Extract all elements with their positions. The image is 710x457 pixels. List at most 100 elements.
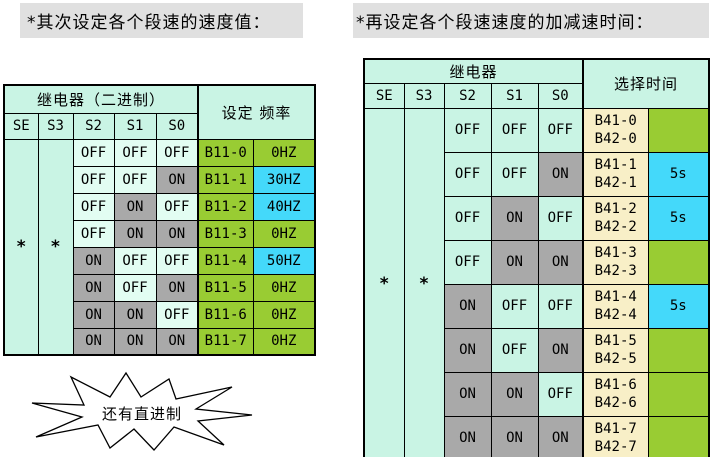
s0-state-cell: OFF <box>155 192 199 221</box>
s0-state-cell: ON <box>537 239 584 285</box>
s1-state-cell: ON <box>113 300 157 329</box>
s1-state-cell: OFF <box>113 165 157 194</box>
set-frequency-header: 设定 频率 <box>197 84 316 140</box>
time-cell <box>647 371 710 417</box>
time-cell <box>647 327 710 373</box>
s2-state-cell: OFF <box>443 107 492 153</box>
param-code-line2: B42-4 <box>594 307 637 323</box>
s0-state-cell: OFF <box>155 246 199 275</box>
time-cell <box>647 239 710 285</box>
frequency-cell: 0HZ <box>252 300 316 329</box>
table-row: ON ON OFF B41-6 B42-6 <box>364 371 710 417</box>
frequency-cell: 0HZ <box>252 138 316 167</box>
frequency-cell: 30HZ <box>252 165 316 194</box>
col-header-s1: S1 <box>490 82 539 109</box>
param-code-cell: B11-7 <box>197 327 254 356</box>
s0-state-cell: ON <box>155 273 199 302</box>
param-codes-cell: B41-0 B42-0 <box>582 107 649 153</box>
left-section-title: *其次设定各个段速的速度值： <box>20 3 303 38</box>
param-code-line1: B41-0 <box>594 112 637 129</box>
table-row: OFF ON OFF B41-2 B42-2 5s <box>364 195 710 241</box>
table-row: OFF ON ON B11-3 0HZ <box>4 219 316 248</box>
param-code-line1: B41-1 <box>594 156 637 173</box>
frequency-cell: 0HZ <box>252 273 316 302</box>
s1-state-cell: OFF <box>490 107 539 153</box>
param-code-cell: B11-5 <box>197 273 254 302</box>
param-codes-cell: B41-6 B42-6 <box>582 371 649 417</box>
table-row: OFF ON ON B41-3 B42-3 <box>364 239 710 285</box>
s2-state-cell: OFF <box>443 239 492 285</box>
s1-state-cell: OFF <box>113 246 157 275</box>
param-code-line1: B41-2 <box>594 200 637 217</box>
speed-value-table: 继电器（二进制） 设定 频率 SE S3 S2 S1 S0 * * OFF OF… <box>3 84 316 356</box>
table-row: * * OFF OFF OFF B41-0 B42-0 <box>363 107 710 457</box>
param-code-line2: B42-3 <box>594 263 637 279</box>
param-code-cell: B11-0 <box>197 138 254 167</box>
param-code-line2: B42-6 <box>594 395 637 411</box>
time-cell: 5s <box>647 283 710 329</box>
param-codes-cell: B41-2 B42-2 <box>582 195 649 241</box>
table-row: ON ON ON B41-7 B42-7 <box>364 415 710 457</box>
s1-state-cell: ON <box>490 239 539 285</box>
s1-state-cell: OFF <box>113 138 157 167</box>
time-cell <box>647 107 710 153</box>
table-row: OFF OFF ON B11-1 30HZ <box>4 165 316 194</box>
s0-state-cell: ON <box>155 327 199 356</box>
s2-state-cell: ON <box>443 415 492 457</box>
param-code-line1: B41-4 <box>594 288 637 305</box>
se-star-cell: * <box>363 107 405 457</box>
s1-state-cell: OFF <box>490 327 539 373</box>
s2-state-cell: ON <box>443 327 492 373</box>
relay-header: 继电器 <box>363 58 584 84</box>
s1-state-cell: ON <box>490 195 539 241</box>
param-code-line2: B42-2 <box>594 219 637 235</box>
col-header-s0: S0 <box>537 82 584 109</box>
frequency-cell: 50HZ <box>252 246 316 275</box>
s0-state-cell: OFF <box>155 300 199 329</box>
param-code-cell: B11-1 <box>197 165 254 194</box>
time-cell: 5s <box>647 151 710 197</box>
frequency-cell: 40HZ <box>252 192 316 221</box>
s0-state-cell: ON <box>537 151 584 197</box>
s0-state-cell: OFF <box>537 371 584 417</box>
s1-state-cell: OFF <box>490 151 539 197</box>
param-codes-cell: B41-4 B42-4 <box>582 283 649 329</box>
param-codes-cell: B41-1 B42-1 <box>582 151 649 197</box>
param-code-line2: B42-1 <box>594 175 637 191</box>
s0-state-cell: OFF <box>537 195 584 241</box>
table-row: OFF ON OFF B11-2 40HZ <box>4 192 316 221</box>
param-codes-cell: B41-7 B42-7 <box>582 415 649 457</box>
s3-star-cell: * <box>37 138 74 356</box>
table-row: ON OFF ON B11-5 0HZ <box>4 273 316 302</box>
select-time-header: 选择时间 <box>582 58 710 109</box>
s0-state-cell: ON <box>155 165 199 194</box>
param-codes-cell: B41-3 B42-3 <box>582 239 649 285</box>
frequency-cell: 0HZ <box>252 219 316 248</box>
table-row: ON OFF ON B41-5 B42-5 <box>364 327 710 373</box>
s2-state-cell: OFF <box>72 165 115 194</box>
burst-shape <box>31 371 253 451</box>
accel-decel-time-table: 继电器 选择时间 SE S3 S2 S1 S0 * * OFF OFF OFF … <box>363 58 710 457</box>
burst-label: 还有直进制 <box>101 405 182 423</box>
col-header-s3: S3 <box>37 112 74 140</box>
s0-state-cell: ON <box>155 219 199 248</box>
table-row: * * OFF OFF OFF B11-0 0HZ <box>3 138 316 356</box>
s1-state-cell: ON <box>490 371 539 417</box>
s0-state-cell: ON <box>537 415 584 457</box>
table-row: OFF OFF ON B41-1 B42-1 5s <box>364 151 710 197</box>
se-star-cell: * <box>3 138 39 356</box>
s2-state-cell: ON <box>72 300 115 329</box>
right-section-title: *再设定各个段速速度的加减速时间： <box>353 3 709 38</box>
param-code-line2: B42-7 <box>594 438 637 455</box>
s2-state-cell: OFF <box>72 192 115 221</box>
param-code-cell: B11-6 <box>197 300 254 329</box>
s2-state-cell: ON <box>443 283 492 329</box>
param-code-cell: B11-4 <box>197 246 254 275</box>
col-header-s0: S0 <box>155 112 199 140</box>
col-header-s2: S2 <box>443 82 492 109</box>
col-header-s1: S1 <box>113 112 157 140</box>
s2-state-cell: ON <box>72 246 115 275</box>
s2-state-cell: OFF <box>443 151 492 197</box>
param-code-line1: B41-5 <box>594 332 637 349</box>
col-header-se: SE <box>3 112 39 140</box>
